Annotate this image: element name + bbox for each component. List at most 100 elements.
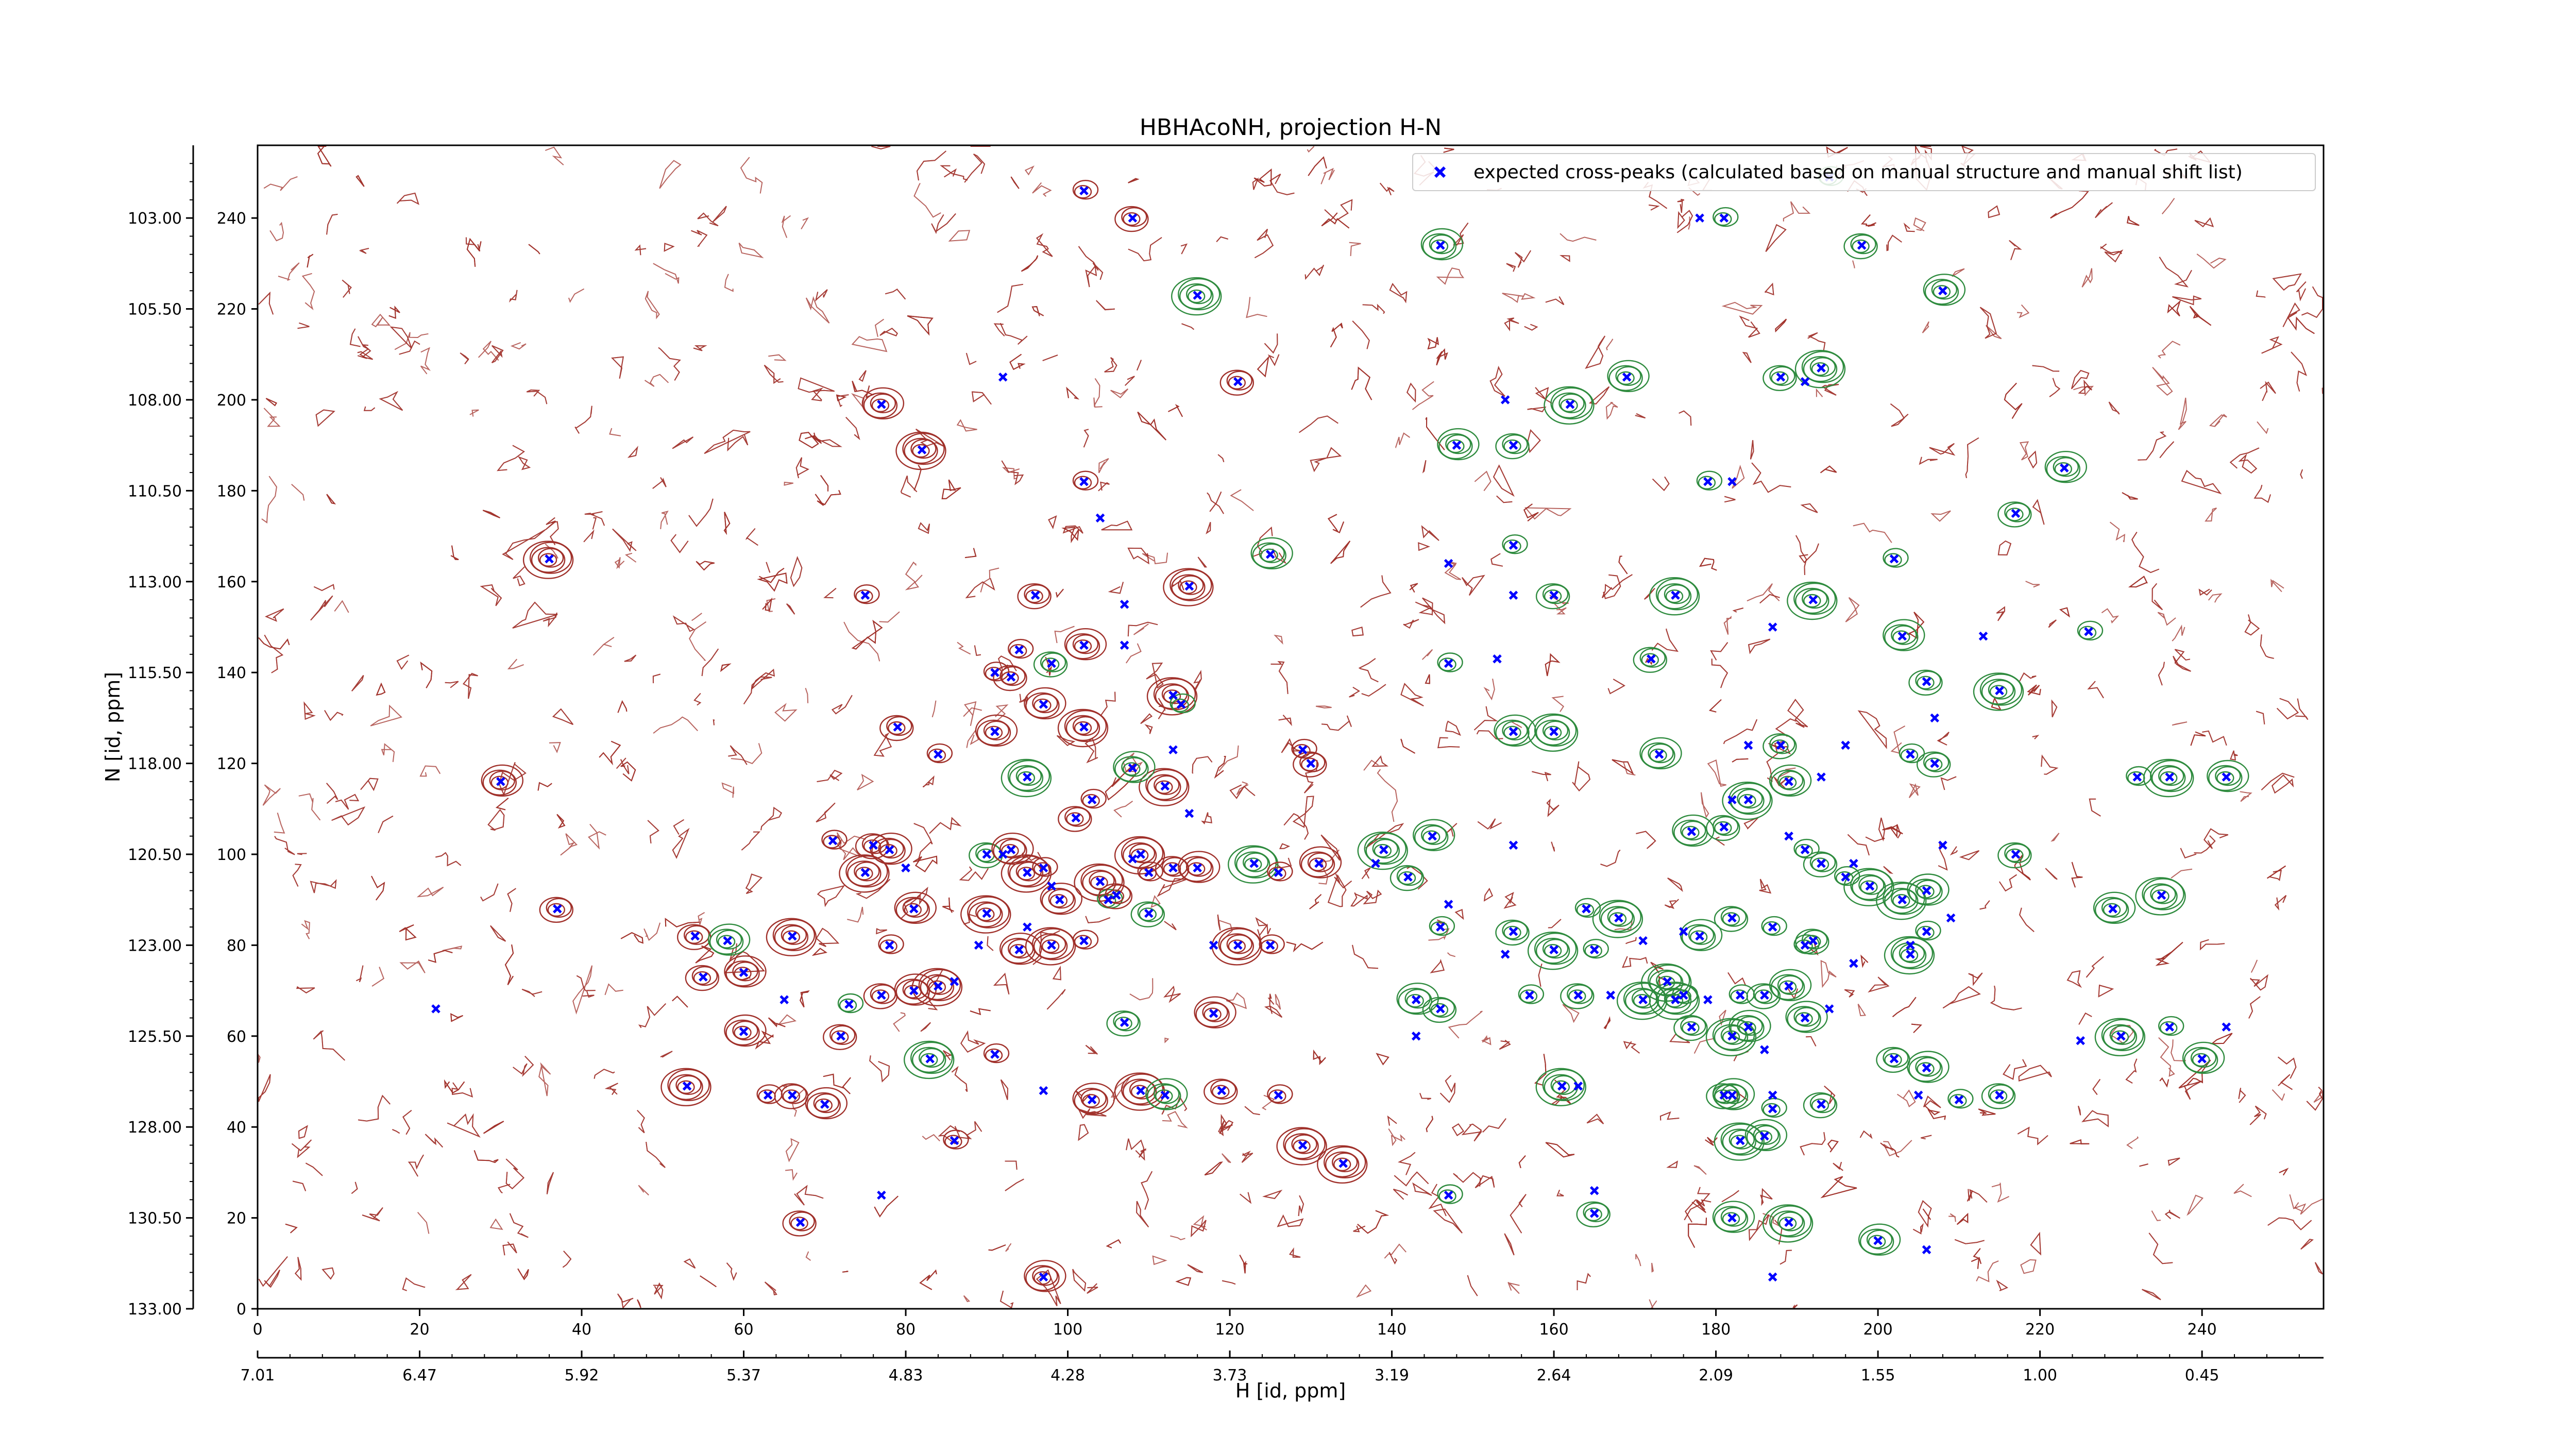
peak-contour xyxy=(1803,1092,1838,1119)
noise-contour xyxy=(1252,177,1259,190)
noise-contour xyxy=(444,1079,465,1094)
noise-contour xyxy=(1833,1161,1843,1171)
peak-contour xyxy=(1007,638,1034,659)
peak-contour xyxy=(1583,938,1609,959)
noise-contour xyxy=(261,476,277,524)
peak-marker xyxy=(1565,400,1575,409)
peak-contour xyxy=(1714,1206,1749,1232)
noise-contour xyxy=(2172,625,2185,642)
peak-contour xyxy=(1122,1078,1157,1105)
peak-contour xyxy=(1859,1228,1894,1255)
noise-contour xyxy=(1724,496,1736,503)
noise-contour xyxy=(1922,1208,1931,1220)
noise-contour xyxy=(915,428,945,448)
peak-marker-stroke xyxy=(1938,286,1947,296)
peak-contour xyxy=(1007,760,1050,792)
noise-contour xyxy=(727,434,749,452)
peak-contour xyxy=(902,432,945,465)
peak-marker-stroke xyxy=(1014,945,1024,954)
noise-contour xyxy=(1956,1212,1969,1225)
peak-contour xyxy=(1080,1089,1107,1109)
noise-contour xyxy=(805,687,809,703)
peak-marker-stroke xyxy=(1638,936,1648,946)
noise-contour xyxy=(1045,656,1052,676)
peak-contour xyxy=(1001,671,1019,685)
peak-marker xyxy=(1314,858,1324,868)
noise-contour xyxy=(2190,731,2206,746)
peak-contour xyxy=(1535,583,1570,610)
peak-marker xyxy=(1760,1132,1769,1141)
noise-contour xyxy=(1453,1172,1481,1187)
noise-contour xyxy=(974,645,981,656)
peak-marker xyxy=(1873,1236,1883,1245)
peak-contour xyxy=(983,720,1010,741)
peak-marker-stroke xyxy=(1589,1186,1599,1195)
noise-contour xyxy=(1489,365,1505,397)
peak-marker xyxy=(1338,1159,1348,1168)
peak-contour xyxy=(1074,721,1092,735)
noise-contour xyxy=(2086,956,2104,978)
noise-contour xyxy=(1475,1175,1495,1189)
noise-contour xyxy=(1181,323,1195,330)
noise-contour xyxy=(1732,608,1744,613)
noise-contour xyxy=(297,322,310,329)
noise-contour xyxy=(363,406,376,411)
noise-contour xyxy=(1140,713,1153,724)
noise-contour xyxy=(2159,441,2175,459)
noise-contour xyxy=(428,950,453,963)
noise-contour xyxy=(1216,236,1228,242)
noise-contour xyxy=(724,274,734,292)
noise-contour xyxy=(2016,304,2030,318)
peak-contour xyxy=(2101,1019,2144,1052)
peak-marker-stroke xyxy=(1120,640,1129,650)
noise-contour xyxy=(764,1281,777,1295)
peak-contour xyxy=(1106,1010,1141,1037)
noise-contour xyxy=(1759,879,1772,894)
noise-contour xyxy=(1422,460,1427,474)
noise-contour xyxy=(795,457,809,479)
noise-contour xyxy=(2051,699,2058,718)
noise-contour xyxy=(2209,414,2227,427)
peak-contour xyxy=(1931,280,1958,300)
peak-marker xyxy=(1444,559,1453,568)
peak-marker-stroke xyxy=(1095,513,1105,523)
noise-contour xyxy=(2071,369,2090,390)
peak-contour xyxy=(1130,901,1165,927)
noise-contour xyxy=(2131,532,2160,573)
x-tick-label: 100 xyxy=(1053,1321,1082,1339)
peak-contour xyxy=(2142,878,2184,910)
peak-contour xyxy=(904,903,922,917)
noise-contour xyxy=(450,1013,463,1022)
peak-marker-stroke xyxy=(1371,858,1380,868)
peak-contour xyxy=(1915,670,1941,691)
noise-contour xyxy=(1277,1214,1304,1227)
peak-contour xyxy=(1803,851,1838,878)
peak-contour xyxy=(855,833,890,859)
peak-contour xyxy=(1033,1271,1052,1285)
peak-contour xyxy=(1801,351,1844,383)
noise-contour xyxy=(912,855,938,872)
noise-contour xyxy=(2019,441,2029,461)
peak-contour xyxy=(1623,982,1666,1015)
peak-marker xyxy=(1695,213,1704,223)
noise-contour xyxy=(552,708,574,726)
y-tick-label: 240 xyxy=(217,210,246,228)
noise-contour xyxy=(1524,507,1572,520)
ppm-x-tick-label: 4.28 xyxy=(1050,1366,1085,1385)
noise-contour xyxy=(1800,1132,1826,1156)
peak-contour xyxy=(1154,1084,1180,1104)
peak-marker xyxy=(1817,363,1826,373)
peak-marker-stroke xyxy=(1589,1209,1599,1218)
noise-contour xyxy=(1930,510,1951,522)
peak-contour xyxy=(1778,980,1797,994)
peak-contour xyxy=(1503,925,1521,940)
noise-contour xyxy=(1952,268,1965,277)
peak-marker xyxy=(1889,554,1899,564)
noise-contour xyxy=(1009,353,1026,370)
peak-marker-stroke xyxy=(1128,213,1138,223)
noise-contour xyxy=(2032,365,2060,372)
peak-marker-stroke xyxy=(1582,904,1591,914)
peak-marker-stroke xyxy=(1906,940,1915,950)
peak-contour xyxy=(1123,212,1141,226)
legend-marker-icon xyxy=(1434,166,1446,178)
